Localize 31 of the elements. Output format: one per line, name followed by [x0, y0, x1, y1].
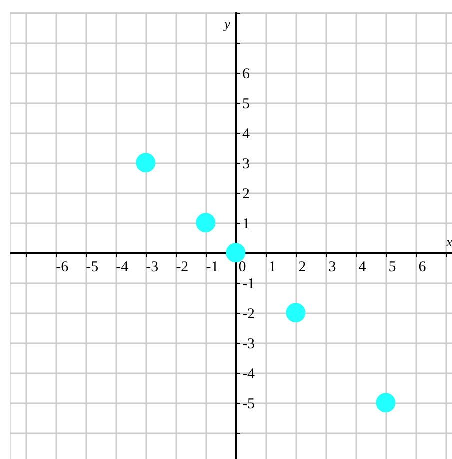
y-tick-label: -5 — [242, 396, 255, 412]
y-tick-label: 6 — [242, 66, 250, 82]
x-tick-label: 1 — [268, 259, 276, 276]
point — [226, 243, 246, 263]
y-tick-label: 3 — [242, 156, 250, 172]
y-tick-label: -3 — [242, 336, 255, 352]
y-tick-label: 5 — [242, 96, 250, 112]
x-tick-label: 2 — [298, 259, 306, 276]
y-tick-label: 2 — [242, 186, 250, 202]
y-tick-label: -4 — [242, 366, 256, 382]
y-tick-label: 4 — [242, 126, 250, 142]
y-tick-label: -1 — [242, 276, 255, 292]
x-tick-label: -2 — [176, 259, 189, 276]
x-tick-label: 6 — [418, 259, 427, 276]
x-axis-title: x — [446, 234, 452, 250]
x-tick-label: -5 — [86, 259, 99, 276]
x-tick-label: -4 — [116, 259, 130, 276]
x-tick-label: -6 — [56, 259, 70, 276]
y-tick-label: 1 — [242, 216, 250, 232]
point — [376, 393, 396, 413]
point — [136, 153, 156, 173]
y-tick-label: -2 — [242, 306, 255, 322]
x-tick-label: 4 — [358, 259, 367, 276]
point — [196, 213, 216, 233]
x-tick-label: 3 — [328, 259, 336, 276]
x-tick-label: 0 — [238, 259, 246, 276]
x-tick-label: -1 — [206, 259, 219, 276]
x-tick-label: 5 — [388, 259, 396, 276]
x-tick-label: -3 — [146, 259, 159, 276]
y-axis-title: y — [222, 16, 231, 32]
point — [286, 303, 306, 323]
